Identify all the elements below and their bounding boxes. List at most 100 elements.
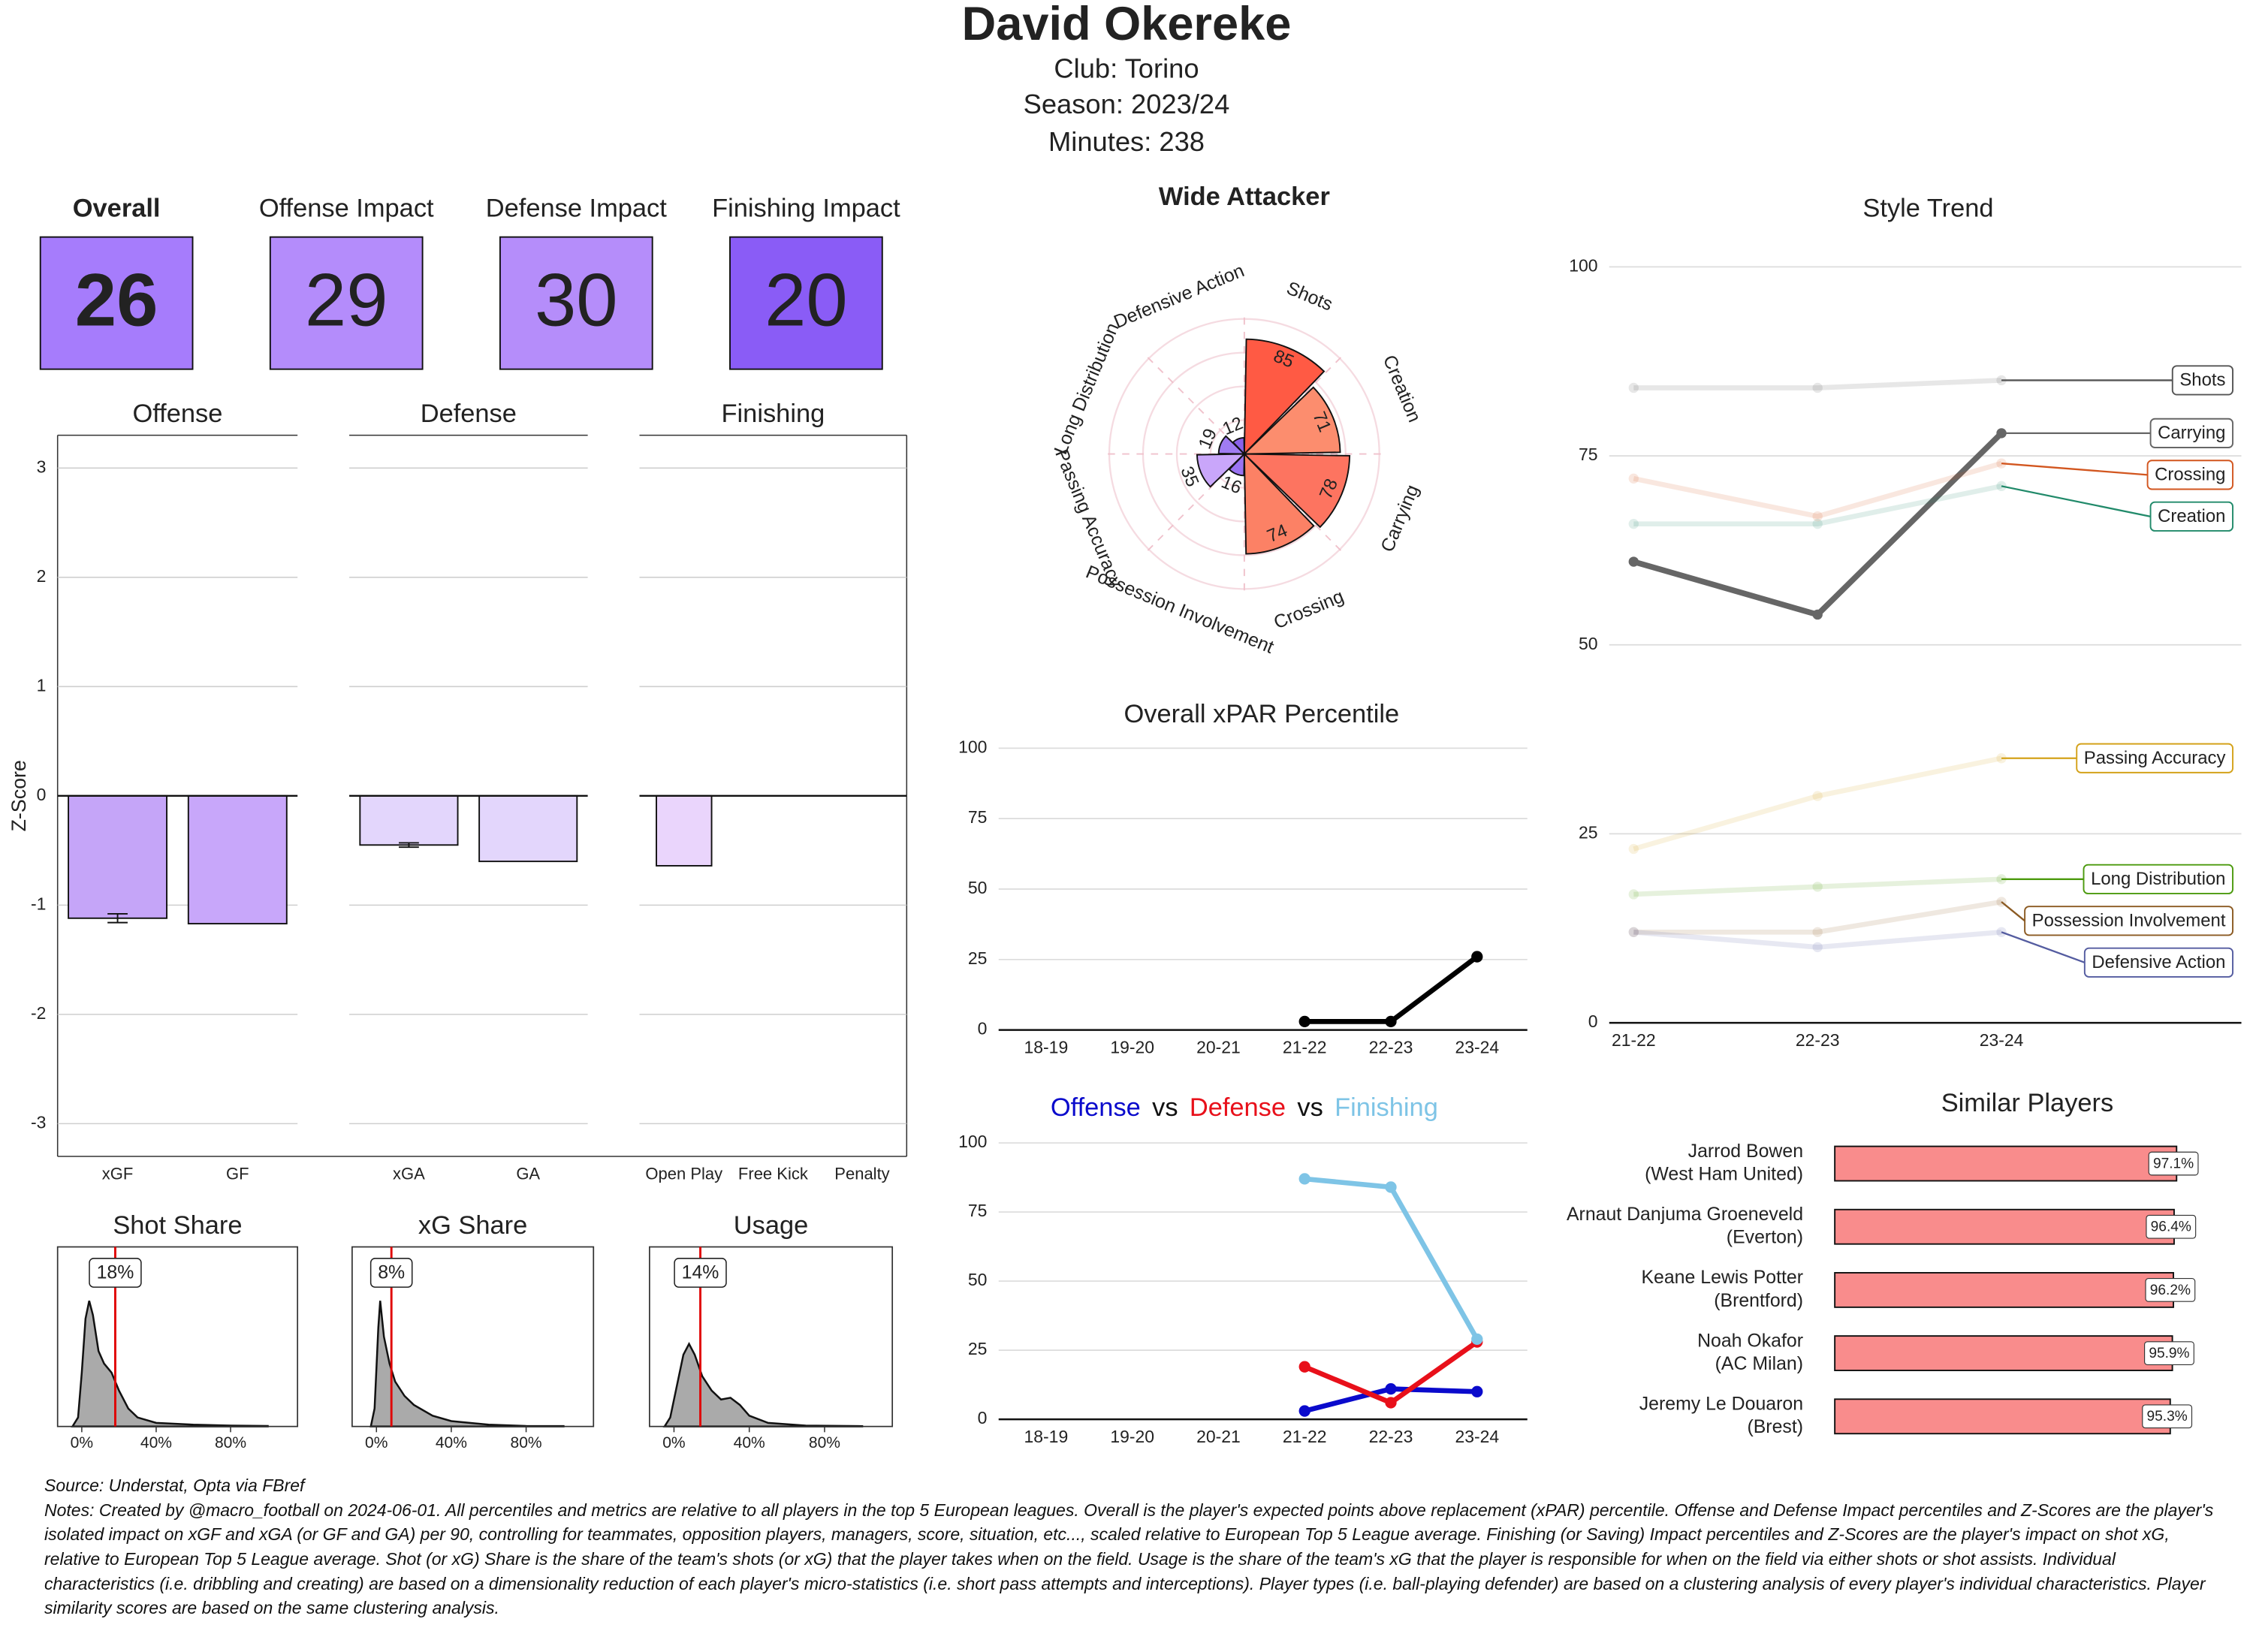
error-bar bbox=[399, 842, 419, 849]
x-tick-label: 23-24 bbox=[1455, 1038, 1499, 1057]
value-label: 96.2% bbox=[2150, 1283, 2191, 1298]
series-point bbox=[1812, 382, 1823, 393]
y-tick-label: 25 bbox=[968, 948, 988, 968]
series-line bbox=[1633, 755, 2002, 852]
panel-title: xG Share bbox=[418, 1211, 527, 1240]
x-tick-label: GA bbox=[516, 1165, 540, 1183]
footer: Source: Understat, Opta via FBref Notes:… bbox=[44, 1473, 2222, 1620]
y-tick-label: 75 bbox=[968, 1201, 988, 1220]
category-label: Long Distribution bbox=[1050, 320, 1123, 457]
series-point bbox=[1385, 1015, 1397, 1028]
panel-frame bbox=[351, 1246, 595, 1427]
end-connector bbox=[2001, 463, 2148, 476]
y-tick-label: 100 bbox=[958, 1132, 987, 1151]
title-separator: vs bbox=[1152, 1093, 1178, 1122]
end-label: Passing Accuracy bbox=[2084, 748, 2226, 768]
title-series: Finishing bbox=[1335, 1093, 1438, 1122]
value-label-box bbox=[2142, 1404, 2193, 1429]
value-label: 12 bbox=[1220, 413, 1246, 439]
x-tick-label: 19-20 bbox=[1110, 1427, 1154, 1446]
impact-value: 20 bbox=[765, 259, 848, 342]
series-point bbox=[1471, 1385, 1483, 1397]
end-connector bbox=[2001, 485, 2151, 517]
player-club: (AC Milan) bbox=[1715, 1353, 1803, 1374]
y-tick-label: 50 bbox=[1579, 634, 1598, 653]
series-line bbox=[1633, 876, 2002, 897]
x-tick-label: 22-23 bbox=[1796, 1030, 1840, 1050]
series-line bbox=[1633, 484, 2002, 527]
marker-label-box bbox=[369, 1258, 413, 1288]
y-tick-label: -1 bbox=[31, 894, 46, 913]
player-name: Jeremy Le Douaron bbox=[1639, 1394, 1803, 1415]
x-tick-label: 0% bbox=[662, 1434, 685, 1452]
polar-bar bbox=[1217, 435, 1247, 455]
x-tick-label: 20-21 bbox=[1196, 1427, 1241, 1446]
title-series: Defense bbox=[1190, 1093, 1286, 1122]
chart-title: Style Trend bbox=[1862, 194, 1993, 222]
notes: Notes: Created by @macro_football on 202… bbox=[44, 1500, 2214, 1618]
series-point bbox=[1628, 927, 1639, 937]
bar bbox=[1834, 1145, 2178, 1182]
series-line bbox=[1304, 1176, 1479, 1341]
club-line: Club: Torino bbox=[1054, 53, 1199, 83]
impact-value: 30 bbox=[535, 259, 618, 342]
chart-title: Similar Players bbox=[1941, 1089, 2114, 1117]
end-label: Shots bbox=[2179, 370, 2225, 390]
y-tick-label: 0 bbox=[978, 1019, 988, 1039]
marker-label: 8% bbox=[378, 1262, 405, 1283]
player-club: (Brentford) bbox=[1714, 1290, 1803, 1311]
impact-label: Offense Impact bbox=[259, 194, 434, 222]
value-label: 97.1% bbox=[2153, 1156, 2194, 1172]
value-label-box bbox=[2148, 1151, 2199, 1176]
value-label: 95.3% bbox=[2147, 1409, 2188, 1424]
series-point bbox=[1628, 843, 1639, 855]
polar-bar bbox=[1242, 386, 1341, 455]
marker-label-box bbox=[674, 1258, 727, 1288]
polar-bar bbox=[1243, 338, 1326, 456]
player-club: (Everton) bbox=[1727, 1227, 1803, 1248]
title-series: Offense bbox=[1051, 1093, 1141, 1122]
series-point bbox=[1812, 609, 1823, 620]
end-connector bbox=[2001, 901, 2025, 922]
polar-bar bbox=[1242, 453, 1351, 529]
x-tick-label: xGF bbox=[102, 1165, 134, 1183]
category-label: Shots bbox=[1283, 278, 1335, 315]
x-tick-label: 80% bbox=[809, 1434, 840, 1452]
impact-box bbox=[269, 236, 424, 370]
impact-value: 26 bbox=[75, 259, 158, 342]
value-label-box bbox=[2146, 1214, 2197, 1239]
series-point bbox=[1298, 1361, 1310, 1373]
end-connector bbox=[2001, 931, 2086, 963]
bar bbox=[1834, 1398, 2171, 1435]
y-tick-label: 50 bbox=[968, 1270, 988, 1289]
series-point bbox=[1628, 889, 1639, 900]
category-label: Crossing bbox=[1271, 586, 1347, 633]
y-tick-label: 1 bbox=[37, 675, 47, 695]
series-point bbox=[1812, 882, 1823, 892]
series-point bbox=[1628, 382, 1639, 393]
series-point bbox=[1385, 1397, 1397, 1409]
polar-bar bbox=[1228, 452, 1245, 477]
source: Source: Understat, Opta via FBref bbox=[44, 1476, 305, 1495]
x-tick-label: 0% bbox=[71, 1434, 93, 1452]
panel-title: Offense bbox=[132, 399, 222, 428]
series-line bbox=[1633, 899, 2002, 935]
polar-bar bbox=[1243, 452, 1315, 555]
density-area bbox=[369, 1301, 565, 1427]
spoke bbox=[1142, 351, 1245, 455]
series-point bbox=[1471, 1333, 1483, 1346]
value-label-box bbox=[2144, 1341, 2194, 1365]
category-label: Creation bbox=[1379, 352, 1425, 426]
series-line bbox=[1633, 378, 2002, 390]
series-point bbox=[1996, 481, 2007, 492]
y-tick-label: 100 bbox=[958, 737, 987, 756]
bar bbox=[1834, 1272, 2174, 1308]
impact-value: 29 bbox=[305, 259, 388, 342]
title-separator: vs bbox=[1297, 1093, 1323, 1122]
chart-title: Overall xPAR Percentile bbox=[1123, 700, 1399, 728]
series-point bbox=[1812, 927, 1823, 937]
bar bbox=[478, 794, 578, 863]
density-area bbox=[71, 1300, 269, 1427]
x-tick-label: 21-22 bbox=[1612, 1030, 1656, 1050]
chart-title: Wide Attacker bbox=[1159, 182, 1330, 211]
